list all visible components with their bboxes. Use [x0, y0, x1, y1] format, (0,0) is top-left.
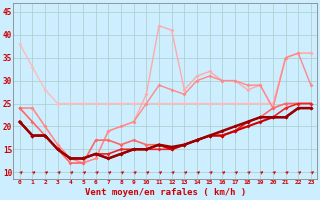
X-axis label: Vent moyen/en rafales ( km/h ): Vent moyen/en rafales ( km/h ) — [85, 188, 246, 197]
